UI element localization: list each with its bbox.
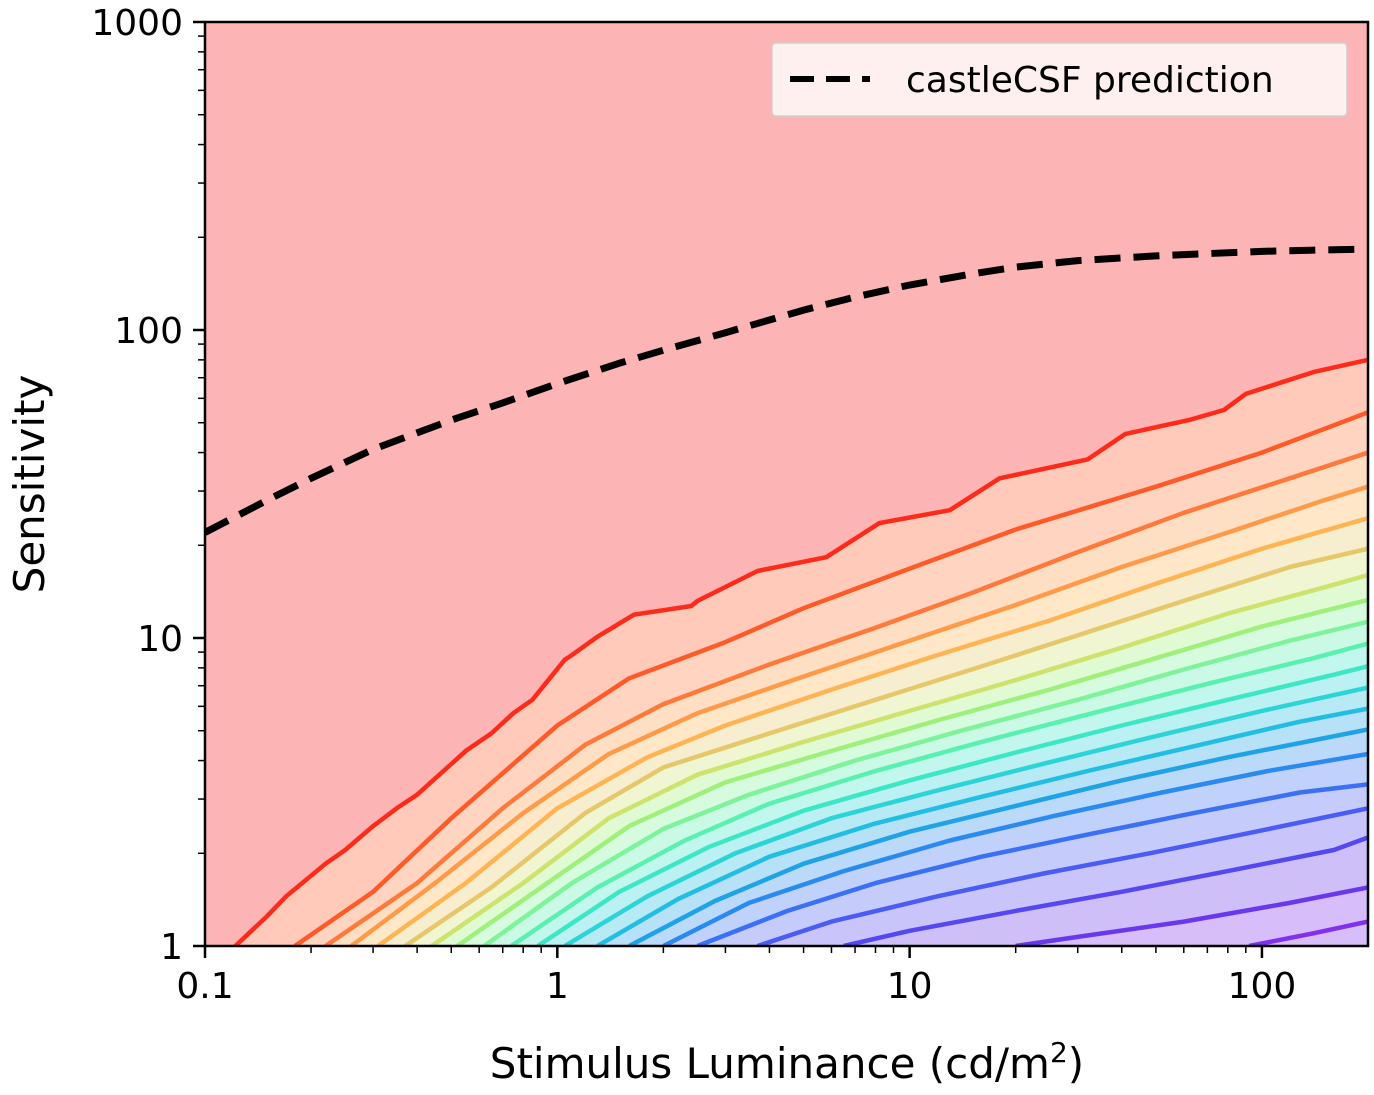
contour-line: [324, 450, 1368, 946]
contour-line: [293, 410, 1368, 946]
contour-line: [1248, 919, 1368, 946]
contour-line: [662, 751, 1368, 946]
contour-line: [456, 597, 1368, 946]
contour-line: [233, 357, 1368, 946]
contour-line: [509, 641, 1368, 946]
x-axis-label: Stimulus Luminance (cd/m2): [490, 1036, 1084, 1088]
contour-line: [482, 619, 1368, 946]
x-tick-label: 100: [1228, 966, 1297, 1007]
contour-line: [628, 727, 1368, 946]
contour-band: [1249, 921, 1368, 946]
y-tick-label: 100: [114, 311, 183, 352]
contour-line: [430, 572, 1368, 946]
contour-line: [349, 484, 1368, 946]
series-lines: [205, 245, 1368, 536]
contour-line: [1015, 885, 1368, 946]
y-tick-label: 1000: [91, 3, 183, 44]
plot-frame: [203, 20, 1370, 948]
y-tick-label: 10: [137, 619, 183, 660]
x-axis-label-tail: ): [1068, 1039, 1084, 1088]
x-tick-label: 10: [887, 966, 933, 1007]
contour-band: [1015, 887, 1368, 946]
x-tick-label: 0.1: [176, 966, 233, 1007]
contour-line: [756, 806, 1368, 946]
contour-line: [536, 664, 1368, 946]
contour-line: [403, 546, 1368, 946]
legend: castleCSF prediction: [771, 42, 1348, 117]
y-axis-label: Sensitivity: [5, 375, 54, 594]
contour-line: [376, 515, 1368, 946]
legend-box: [771, 42, 1348, 117]
y-tick-label: 1: [160, 927, 183, 968]
series-line-castlecsf: [205, 245, 1368, 536]
x-axis-label-main: Stimulus Luminance (cd/m: [490, 1039, 1050, 1088]
x-axis-label-sup: 2: [1050, 1036, 1068, 1069]
contour-lines: [233, 357, 1368, 946]
x-tick-label: 1: [546, 966, 569, 1007]
contour-line: [563, 685, 1368, 946]
contour-line: [843, 835, 1368, 946]
contour-line: [696, 782, 1368, 946]
legend-label: castleCSF prediction: [906, 60, 1274, 101]
contour-line: [596, 706, 1368, 946]
